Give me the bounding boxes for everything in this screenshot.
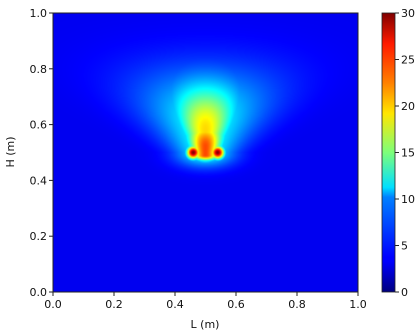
colorbar-tick-label: 25 [401,54,415,67]
colorbar-tick-label: 0 [401,286,408,299]
colorbar-tick-label: 20 [401,100,415,113]
x-tick-label: 0.2 [105,298,123,311]
y-axis-label: H (m) [4,136,17,167]
colorbar-axis: 0 5 10 15 20 25 30 [395,7,415,299]
y-tick-label: 0.4 [30,174,48,187]
y-tick-label: 1.0 [30,7,48,20]
colorbar-tick-label: 10 [401,193,415,206]
x-tick-label: 0.4 [166,298,184,311]
colorbar-tick-label: 5 [401,240,408,253]
colorbar-tick-label: 15 [401,147,415,160]
x-axis-label: L (m) [191,318,220,331]
y-tick-label: 0.6 [30,119,48,132]
x-tick-label: 0.0 [44,298,62,311]
colorbar [381,12,396,293]
y-tick-label: 0.0 [30,286,48,299]
plot-frame [52,12,359,293]
colorbar-tick-label: 30 [401,7,415,20]
y-tick-label: 0.8 [30,63,48,76]
x-axis: 0.0 0.2 0.4 0.6 0.8 1.0 [44,292,367,311]
y-axis: 0.0 0.2 0.4 0.6 0.8 1.0 [30,7,53,299]
heatmap-canvas [53,13,358,292]
x-tick-label: 0.8 [288,298,306,311]
x-tick-label: 0.6 [227,298,245,311]
x-tick-label: 1.0 [349,298,367,311]
y-tick-label: 0.2 [30,230,48,243]
